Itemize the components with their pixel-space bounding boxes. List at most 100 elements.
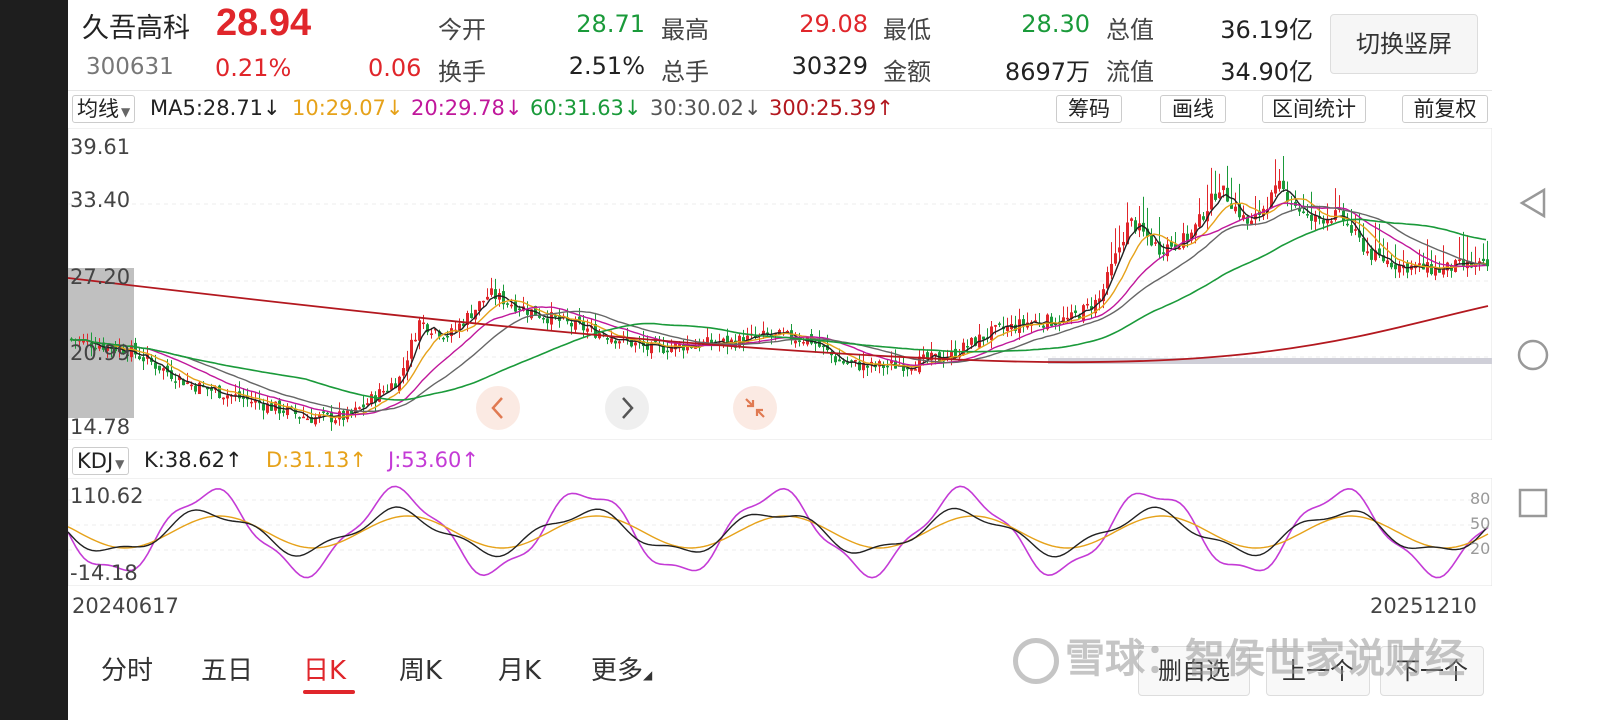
candle-body — [370, 394, 373, 405]
candle-body — [502, 291, 505, 305]
scroll-right-button[interactable] — [605, 386, 649, 430]
range-stats-button[interactable]: 区间统计 — [1262, 95, 1366, 123]
candle-body — [814, 342, 817, 344]
candle-body — [482, 300, 485, 303]
candle-body — [966, 345, 969, 348]
candle-body — [334, 420, 337, 424]
ma60-value: 60:31.63↓ — [530, 96, 642, 120]
candle-body — [1050, 316, 1053, 326]
arrow-right-icon — [622, 397, 634, 419]
candle-body — [906, 367, 909, 370]
ma-selector[interactable]: 均线 ▼ — [72, 95, 136, 123]
stock-code: 300631 — [86, 54, 174, 80]
candle-body — [1238, 203, 1241, 218]
candle-body — [822, 345, 825, 348]
tab-monthly-k[interactable]: 月K — [498, 656, 542, 686]
candle-body — [162, 368, 165, 371]
candle-body — [1302, 211, 1305, 214]
previous-stock-button[interactable]: 上一个 — [1266, 646, 1370, 696]
candle-body — [174, 381, 177, 383]
kline-chart[interactable]: 39.61 33.40 27.20 20.99 14.78 — [67, 127, 1493, 441]
ma30-value: 30:30.02↓ — [650, 96, 762, 120]
recent-square-icon[interactable] — [1516, 486, 1550, 520]
candle-body — [542, 318, 545, 320]
active-tab-indicator — [303, 690, 355, 694]
switch-portrait-button[interactable]: 切换竖屏 — [1330, 14, 1478, 74]
candle-body — [1446, 262, 1449, 271]
candle-body — [1134, 220, 1137, 232]
kdj-selector[interactable]: KDJ ▼ — [72, 447, 130, 475]
candle-body — [1070, 312, 1073, 320]
home-circle-icon[interactable] — [1516, 338, 1550, 372]
header-divider — [68, 90, 1492, 91]
draw-line-button[interactable]: 画线 — [1160, 95, 1226, 123]
candle-body — [1190, 232, 1193, 241]
candle-body — [1390, 262, 1393, 268]
amount-value: 8697万 — [1004, 58, 1090, 86]
candle-body — [834, 356, 837, 363]
candle-body — [1358, 230, 1361, 238]
back-triangle-icon[interactable] — [1516, 186, 1550, 220]
candle-body — [1270, 192, 1273, 207]
market-cap-label: 总值 — [1106, 16, 1154, 44]
ma-line — [69, 198, 1487, 419]
candle-body — [594, 324, 597, 338]
system-navigation-bar — [1492, 0, 1600, 720]
float-cap-value: 34.90亿 — [1220, 58, 1313, 86]
candle-body — [1234, 206, 1237, 212]
chips-button[interactable]: 筹码 — [1056, 95, 1122, 123]
candle-body — [1006, 326, 1009, 331]
shrink-chart-button[interactable] — [733, 386, 777, 430]
candle-body — [1150, 235, 1153, 246]
candle-body — [518, 308, 521, 311]
candle-body — [466, 312, 469, 325]
candle-body — [1062, 317, 1065, 323]
tab-more[interactable]: 更多◢ — [591, 650, 652, 687]
candle-body — [314, 417, 317, 425]
candle-body — [854, 360, 857, 362]
candle-body — [442, 337, 445, 340]
candle-body — [490, 288, 493, 295]
candle-body — [366, 403, 369, 405]
candle-body — [650, 342, 653, 354]
candle-body — [1114, 253, 1117, 264]
tab-five-day[interactable]: 五日 — [201, 656, 254, 686]
candle-body — [770, 334, 773, 337]
high-value: 29.08 — [799, 10, 868, 38]
candle-body — [1430, 264, 1433, 275]
remove-watchlist-button[interactable]: 删自选 — [1138, 646, 1250, 696]
tab-intraday[interactable]: 分时 — [101, 656, 154, 686]
candle-body — [342, 410, 345, 420]
candle-body — [802, 342, 805, 344]
candle-body — [310, 417, 313, 423]
scroll-left-button[interactable] — [476, 386, 520, 430]
tab-weekly-k[interactable]: 周K — [399, 656, 443, 686]
candle-body — [1098, 298, 1101, 303]
watermark: 雪球：智侯世家说财经 — [1013, 626, 1465, 684]
candle-body — [766, 332, 769, 335]
candle-body — [746, 335, 749, 344]
tab-daily-k[interactable]: 日K — [303, 656, 347, 686]
candle-body — [134, 342, 137, 355]
candle-body — [1242, 215, 1245, 219]
candle-body — [1030, 322, 1033, 326]
kdj-svg[interactable]: 110.62 -14.18 80 50 20 — [67, 477, 1493, 587]
candle-body — [1462, 258, 1465, 266]
next-stock-button[interactable]: 下一个 — [1380, 646, 1484, 696]
candle-body — [858, 361, 861, 371]
watermark-text: 雪球：智侯世家说财经 — [1065, 636, 1465, 682]
kline-svg[interactable]: 39.61 33.40 27.20 20.99 14.78 — [67, 127, 1493, 441]
kdj-chart[interactable]: 110.62 -14.18 80 50 20 — [67, 477, 1493, 587]
price-tick: 20.99 — [70, 341, 130, 365]
candle-body — [402, 368, 405, 376]
candle-body — [902, 364, 905, 371]
candle-body — [1174, 244, 1177, 248]
ma5-value: MA5:28.71↓ — [150, 96, 281, 120]
change-amount: 0.06 — [368, 54, 422, 82]
candle-body — [1106, 272, 1109, 289]
candle-body — [1362, 237, 1365, 252]
candle-body — [974, 337, 977, 346]
adjust-forward-button[interactable]: 前复权 — [1402, 95, 1488, 123]
kdj-axis-bottom: -14.18 — [70, 561, 138, 585]
candle-body — [742, 337, 745, 345]
